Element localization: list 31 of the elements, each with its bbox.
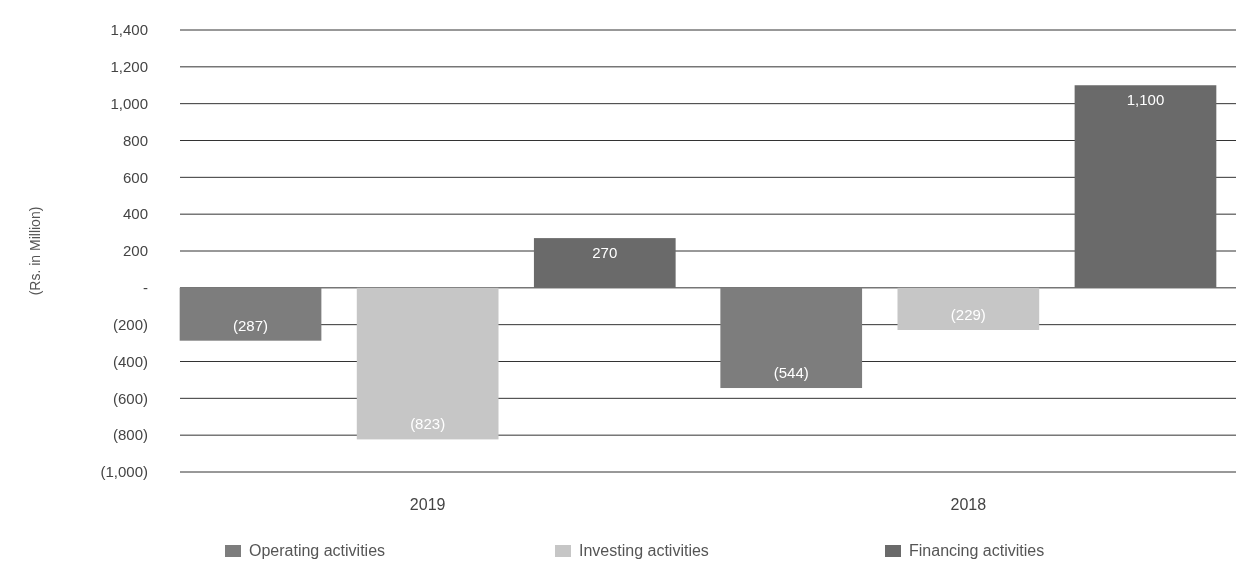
y-tick-label: - [143,279,148,297]
y-tick-label: (200) [112,315,148,333]
data-label: (229) [950,306,986,324]
y-tick-label: (1,000) [100,463,148,481]
data-label: (544) [773,364,809,382]
legend-label: Operating activities [249,542,386,559]
data-label: 1,100 [1126,91,1165,109]
bar [720,287,863,389]
y-tick-label: 200 [122,242,148,260]
bar [179,287,322,341]
y-tick-label: (800) [112,426,148,444]
x-tick-label: 2018 [950,496,987,513]
x-tick-label: 2019 [409,496,446,513]
y-tick-label: 800 [122,131,148,149]
legend-label: Financing activities [909,542,1045,559]
data-label: (823) [410,415,446,433]
bar [533,238,676,288]
y-tick-label: 1,400 [110,21,148,39]
y-tick-label: 1,000 [110,94,148,112]
y-tick-label: 600 [122,168,148,186]
bar [356,287,499,440]
y-axis-title: (Rs. in Million) [27,206,43,296]
bar [1074,85,1217,288]
data-label: (287) [233,316,269,334]
y-tick-label: (600) [112,389,148,407]
y-tick-label: 400 [122,205,148,223]
data-label: 270 [592,244,618,262]
legend-label: Investing activities [579,542,709,559]
y-tick-label: (400) [112,352,148,370]
y-tick-label: 1,200 [110,58,148,76]
bar [897,287,1040,331]
